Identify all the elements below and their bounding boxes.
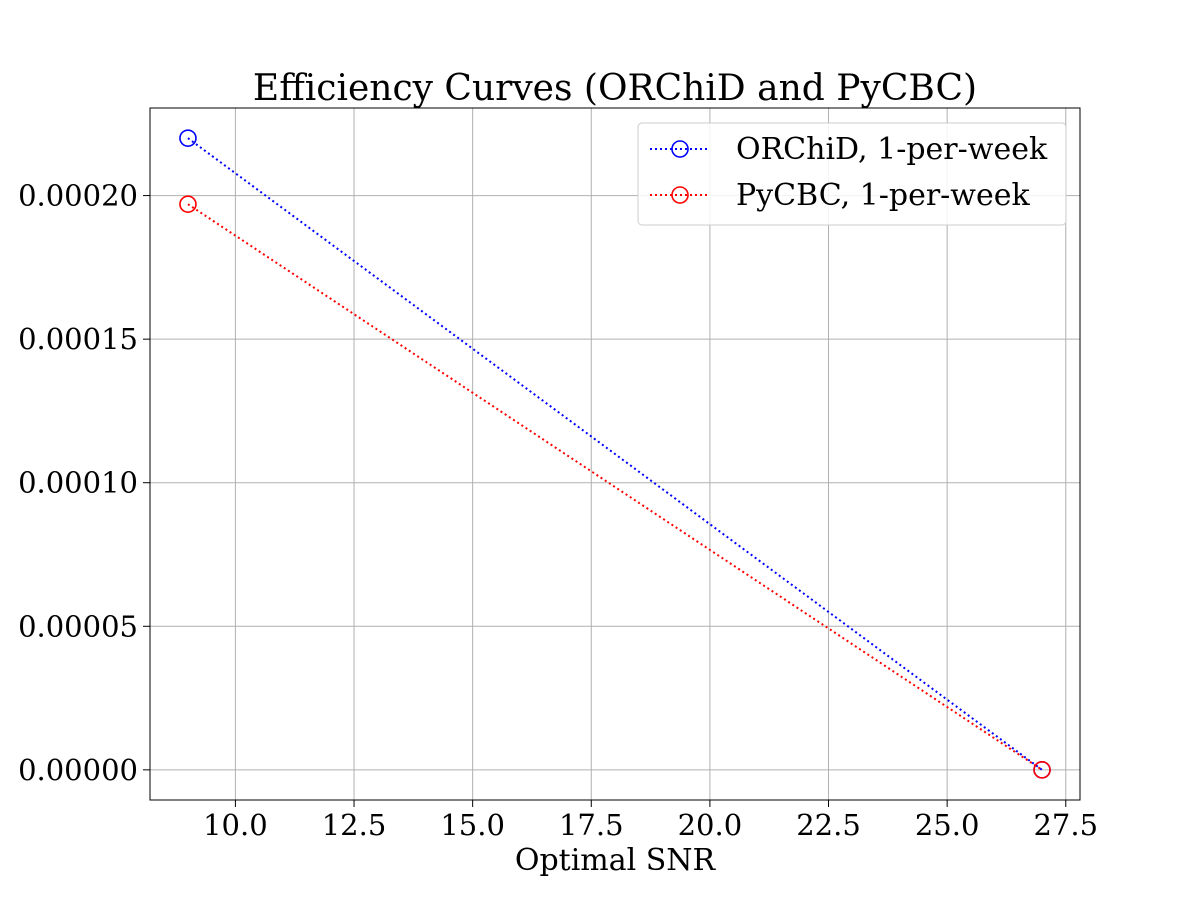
chart-title: Efficiency Curves (ORChiD and PyCBC) — [253, 68, 977, 109]
x-axis-label: Optimal SNR — [515, 843, 717, 878]
legend-marker-pycbc — [671, 186, 689, 204]
legend-label-orchid: ORChiD, 1-per-week — [736, 132, 1048, 167]
data-point-pycbc — [1033, 761, 1051, 779]
legend: ORChiD, 1-per-week PyCBC, 1-per-week — [637, 122, 1067, 226]
series-layer — [179, 129, 1051, 779]
series-line-pycbc — [187, 203, 1043, 771]
x-tick-label: 12.5 — [322, 808, 387, 842]
data-point-pycbc — [179, 195, 197, 213]
y-tick-label: 0.00020 — [18, 179, 138, 213]
y-tick-label: 0.00005 — [18, 609, 138, 643]
legend-label-pycbc: PyCBC, 1-per-week — [736, 178, 1030, 213]
data-point-orchid — [179, 129, 197, 147]
x-axis-ticks: 10.0 12.5 15.0 17.5 20.0 22.5 25.0 27.5 — [203, 800, 1098, 842]
x-tick-label: 25.0 — [915, 808, 980, 842]
y-axis-ticks: 0.00000 0.00005 0.00010 0.00015 0.00020 — [18, 179, 150, 787]
y-tick-label: 0.00015 — [18, 322, 138, 356]
y-tick-label: 0.00010 — [18, 466, 138, 500]
x-tick-label: 22.5 — [796, 808, 861, 842]
x-tick-label: 15.0 — [440, 808, 505, 842]
x-tick-label: 17.5 — [559, 808, 624, 842]
plot-area-frame — [149, 107, 1081, 801]
legend-marker-orchid — [671, 140, 689, 158]
x-tick-label: 10.0 — [203, 808, 268, 842]
y-tick-label: 0.00000 — [18, 753, 138, 787]
series-line-orchid — [187, 137, 1043, 771]
x-tick-label: 20.0 — [678, 808, 743, 842]
legend-box — [637, 122, 1067, 226]
x-tick-label: 27.5 — [1033, 808, 1098, 842]
